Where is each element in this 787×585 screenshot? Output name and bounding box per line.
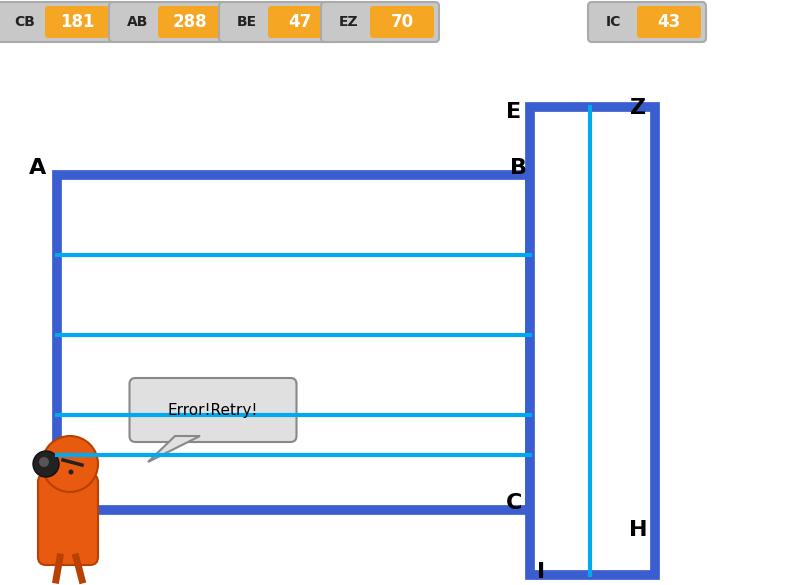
Text: C: C [506,493,523,513]
FancyBboxPatch shape [158,6,222,38]
FancyBboxPatch shape [130,378,297,442]
Text: AB: AB [127,15,149,29]
Text: H: H [629,520,647,540]
Text: 70: 70 [390,13,413,31]
Text: Error!Retry!: Error!Retry! [168,402,258,418]
FancyBboxPatch shape [57,175,530,510]
Text: B: B [509,158,527,178]
Text: I: I [537,562,545,582]
FancyBboxPatch shape [637,6,701,38]
FancyBboxPatch shape [109,2,227,42]
Text: 288: 288 [172,13,207,31]
FancyBboxPatch shape [0,2,114,42]
FancyBboxPatch shape [38,474,98,565]
Circle shape [39,457,49,467]
Circle shape [42,436,98,492]
Polygon shape [148,436,200,462]
Text: A: A [29,158,46,178]
FancyBboxPatch shape [268,6,332,38]
FancyBboxPatch shape [588,2,706,42]
Circle shape [33,451,59,477]
Circle shape [68,470,73,474]
Text: IC: IC [606,15,622,29]
FancyBboxPatch shape [530,107,655,575]
Text: BE: BE [237,15,257,29]
Text: E: E [507,102,522,122]
FancyBboxPatch shape [219,2,337,42]
FancyBboxPatch shape [321,2,439,42]
FancyBboxPatch shape [45,6,109,38]
Text: Z: Z [630,98,646,118]
Text: CB: CB [14,15,35,29]
FancyBboxPatch shape [370,6,434,38]
Text: 43: 43 [657,13,681,31]
Text: 47: 47 [288,13,312,31]
Text: EZ: EZ [339,15,359,29]
Text: 181: 181 [60,13,94,31]
